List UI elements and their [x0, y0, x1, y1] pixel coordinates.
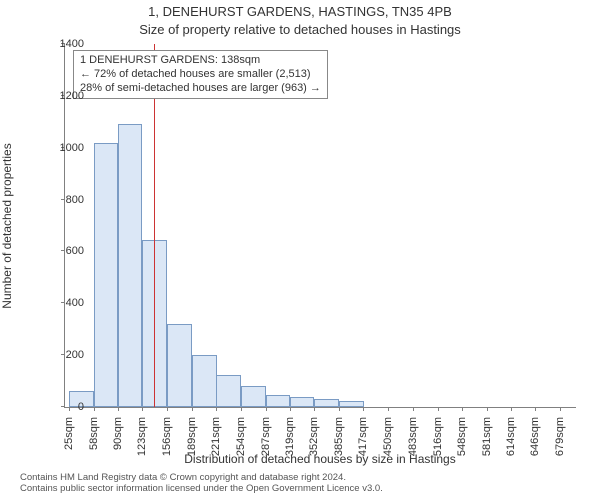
- ytick-label: 400: [40, 297, 84, 309]
- xtick-mark: [363, 407, 364, 411]
- xtick-label: 646sqm: [529, 413, 541, 456]
- bar: [290, 397, 315, 407]
- bar: [192, 355, 217, 407]
- bar: [216, 375, 241, 407]
- bar: [339, 401, 364, 407]
- xtick-mark: [438, 407, 439, 411]
- x-axis-label: Distribution of detached houses by size …: [64, 452, 576, 466]
- ytick-label: 600: [40, 245, 84, 257]
- bar: [94, 143, 119, 407]
- xtick-label: 189sqm: [186, 413, 198, 456]
- page-title: 1, DENEHURST GARDENS, HASTINGS, TN35 4PB: [0, 4, 600, 19]
- xtick-label: 679sqm: [554, 413, 566, 456]
- xtick-label: 156sqm: [161, 413, 173, 456]
- xtick-label: 319sqm: [284, 413, 296, 456]
- chart-container: { "title": "1, DENEHURST GARDENS, HASTIN…: [0, 0, 600, 500]
- xtick-label: 287sqm: [260, 413, 272, 456]
- attribution-line: Contains HM Land Registry data © Crown c…: [20, 472, 383, 483]
- xtick-label: 385sqm: [333, 413, 345, 456]
- attribution: Contains HM Land Registry data © Crown c…: [20, 472, 383, 495]
- xtick-label: 254sqm: [235, 413, 247, 456]
- xtick-mark: [192, 407, 193, 411]
- bar: [241, 386, 266, 407]
- xtick-label: 352sqm: [308, 413, 320, 456]
- xtick-mark: [167, 407, 168, 411]
- xtick-label: 548sqm: [456, 413, 468, 456]
- xtick-label: 90sqm: [112, 413, 124, 450]
- xtick-mark: [118, 407, 119, 411]
- bar: [142, 240, 167, 407]
- xtick-mark: [511, 407, 512, 411]
- bar: [314, 399, 339, 407]
- xtick-mark: [388, 407, 389, 411]
- xtick-label: 614sqm: [505, 413, 517, 456]
- xtick-label: 450sqm: [382, 413, 394, 456]
- ytick-label: 0: [40, 401, 84, 413]
- ytick-label: 1000: [40, 142, 84, 154]
- plot-area: 1 DENEHURST GARDENS: 138sqm ← 72% of det…: [64, 44, 576, 408]
- xtick-mark: [94, 407, 95, 411]
- xtick-mark: [413, 407, 414, 411]
- xtick-label: 483sqm: [407, 413, 419, 456]
- annotation-box: 1 DENEHURST GARDENS: 138sqm ← 72% of det…: [73, 50, 328, 99]
- xtick-label: 58sqm: [88, 413, 100, 450]
- xtick-mark: [266, 407, 267, 411]
- bar: [266, 395, 291, 407]
- annotation-line: 1 DENEHURST GARDENS: 138sqm: [80, 54, 321, 68]
- ytick-label: 1400: [40, 38, 84, 50]
- xtick-label: 417sqm: [357, 413, 369, 456]
- xtick-mark: [216, 407, 217, 411]
- bar: [118, 124, 143, 407]
- xtick-mark: [290, 407, 291, 411]
- annotation-line: 28% of semi-detached houses are larger (…: [80, 82, 321, 96]
- ytick-label: 1200: [40, 90, 84, 102]
- xtick-label: 581sqm: [481, 413, 493, 456]
- xtick-mark: [560, 407, 561, 411]
- xtick-mark: [241, 407, 242, 411]
- xtick-mark: [462, 407, 463, 411]
- xtick-mark: [487, 407, 488, 411]
- ytick-label: 200: [40, 349, 84, 361]
- xtick-mark: [142, 407, 143, 411]
- attribution-line: Contains public sector information licen…: [20, 483, 383, 494]
- xtick-mark: [339, 407, 340, 411]
- xtick-mark: [535, 407, 536, 411]
- ytick-label: 800: [40, 194, 84, 206]
- annotation-line: ← 72% of detached houses are smaller (2,…: [80, 68, 321, 82]
- page-subtitle: Size of property relative to detached ho…: [0, 22, 600, 37]
- xtick-label: 221sqm: [210, 413, 222, 456]
- y-axis-label: Number of detached properties: [0, 44, 18, 408]
- xtick-label: 516sqm: [432, 413, 444, 456]
- xtick-mark: [314, 407, 315, 411]
- xtick-label: 123sqm: [136, 413, 148, 456]
- bar: [167, 324, 192, 407]
- xtick-label: 25sqm: [63, 413, 75, 450]
